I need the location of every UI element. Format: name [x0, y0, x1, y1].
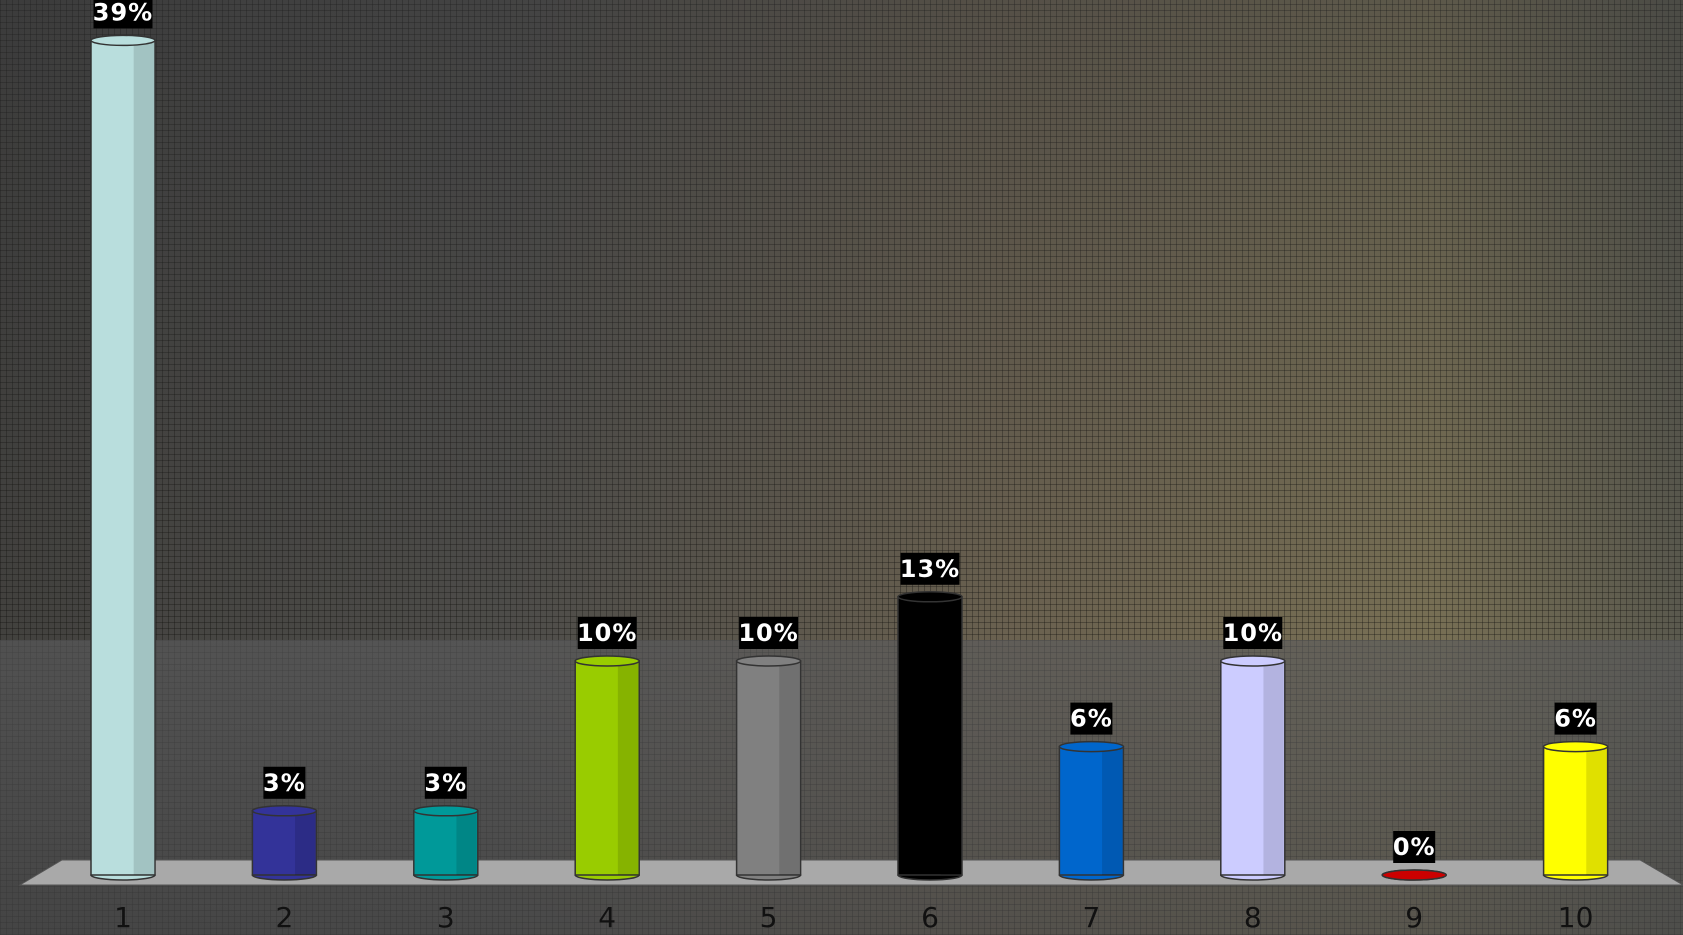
value-label-box	[1393, 831, 1436, 863]
x-tick-label: 9	[1405, 901, 1423, 934]
value-label-box	[93, 0, 153, 29]
value-label: 3%	[424, 769, 467, 797]
bar-top	[90, 34, 156, 47]
bar-top	[413, 805, 479, 817]
x-tick-label: 6	[921, 901, 939, 934]
bar-top	[1381, 869, 1447, 881]
value-label-box	[1554, 702, 1597, 735]
bar	[1542, 745, 1609, 876]
bar-top	[1542, 740, 1609, 753]
value-label: 3%	[263, 769, 306, 797]
x-tick-label: 1	[114, 901, 132, 934]
bar	[1220, 660, 1286, 876]
bar-shade	[940, 596, 961, 875]
x-tick-label: 5	[760, 901, 778, 934]
bar	[574, 660, 640, 876]
background-photo	[0, 0, 1683, 640]
value-label: 10%	[1223, 619, 1283, 647]
bar-shade	[617, 661, 639, 875]
bar-top	[251, 805, 318, 817]
value-label: 39%	[93, 0, 153, 26]
value-label: 0%	[1393, 833, 1436, 861]
bar-top	[574, 655, 640, 667]
bar-shade	[779, 661, 800, 875]
value-label-box	[1223, 617, 1283, 649]
x-tick-label: 3	[437, 901, 455, 934]
bar-shade	[1263, 661, 1284, 875]
value-label-box	[424, 766, 467, 799]
value-label-box	[1070, 702, 1113, 735]
bar-shade	[133, 40, 154, 875]
value-label: 13%	[900, 555, 960, 583]
value-label: 10%	[738, 619, 798, 647]
bar	[735, 660, 802, 876]
x-tick-label: 10	[1558, 901, 1594, 934]
bar-top	[1220, 655, 1286, 667]
value-label: 10%	[577, 619, 637, 647]
bar-top	[735, 655, 802, 667]
bar	[413, 810, 479, 876]
bar-top	[897, 591, 963, 603]
value-label: 6%	[1070, 705, 1113, 733]
x-tick-label: 4	[598, 901, 616, 934]
bar-shade	[1102, 746, 1123, 875]
value-label-box	[263, 766, 306, 799]
bar-top	[1058, 740, 1125, 753]
bar-shade	[295, 810, 316, 875]
value-label: 6%	[1554, 705, 1597, 733]
value-label-box	[577, 617, 637, 649]
bar-shade	[1586, 746, 1607, 875]
bar-shade	[456, 810, 477, 875]
x-tick-label: 8	[1244, 901, 1262, 934]
bar	[897, 596, 963, 876]
bar	[1058, 745, 1125, 876]
bar	[251, 810, 318, 876]
value-label-box	[900, 552, 960, 585]
x-tick-label: 7	[1082, 901, 1100, 934]
value-label-box	[739, 617, 799, 649]
bar	[90, 39, 156, 876]
x-tick-label: 2	[275, 901, 293, 934]
